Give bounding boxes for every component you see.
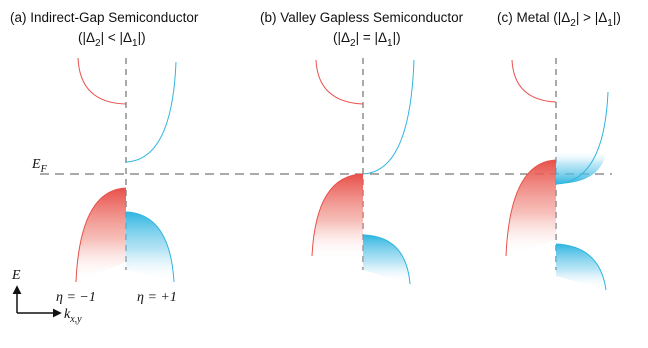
panel-c-valence-plus-fill bbox=[556, 244, 606, 290]
valley-minus-label: η = −1 bbox=[56, 290, 96, 305]
valley-plus-label: η = +1 bbox=[137, 290, 177, 305]
panel-a-conduction-minus bbox=[77, 57, 127, 105]
panel-c-title: (c) Metal (|Δ2| > |Δ1|) bbox=[497, 10, 621, 29]
panel-b-conduction-plus bbox=[362, 59, 415, 175]
panel-b-conduction-minus bbox=[315, 59, 364, 105]
panel-c-valence-minus bbox=[505, 159, 557, 257]
panel-a-valence-minus bbox=[75, 187, 127, 283]
panel-c bbox=[505, 58, 609, 291]
energy-axis-label: E bbox=[11, 268, 21, 283]
panel-a-condition: (|Δ2| < |Δ1|) bbox=[78, 30, 146, 49]
panel-b-valence-plus-fill bbox=[363, 235, 410, 284]
fermi-level-label: EF bbox=[31, 157, 48, 175]
panel-a-valence-minus-fill bbox=[76, 188, 126, 282]
panel-c-conduction-plus-fill bbox=[556, 150, 606, 184]
panel-b-valence-minus bbox=[311, 173, 364, 257]
momentum-axis-label: kx,y bbox=[64, 307, 82, 325]
panel-b-valence-minus-fill bbox=[312, 174, 363, 260]
panel-a-valence-plus bbox=[125, 211, 175, 283]
panel-c-valence-minus-fill bbox=[506, 160, 556, 256]
panel-a-title: (a) Indirect-Gap Semiconductor bbox=[10, 10, 199, 25]
panel-c-valence-plus bbox=[555, 243, 607, 291]
panel-b-title: (b) Valley Gapless Semiconductor bbox=[260, 10, 464, 25]
panel-a bbox=[75, 57, 177, 283]
panel-c-conduction-minus bbox=[511, 59, 557, 103]
panel-a-valence-plus-fill bbox=[126, 212, 174, 282]
panel-b-valence-plus bbox=[362, 234, 411, 285]
panel-c-conduction-plus bbox=[555, 91, 609, 185]
panel-a-conduction-plus bbox=[125, 61, 177, 163]
panel-b bbox=[311, 58, 415, 285]
panel-b-condition: (|Δ2| = |Δ1|) bbox=[333, 30, 401, 49]
